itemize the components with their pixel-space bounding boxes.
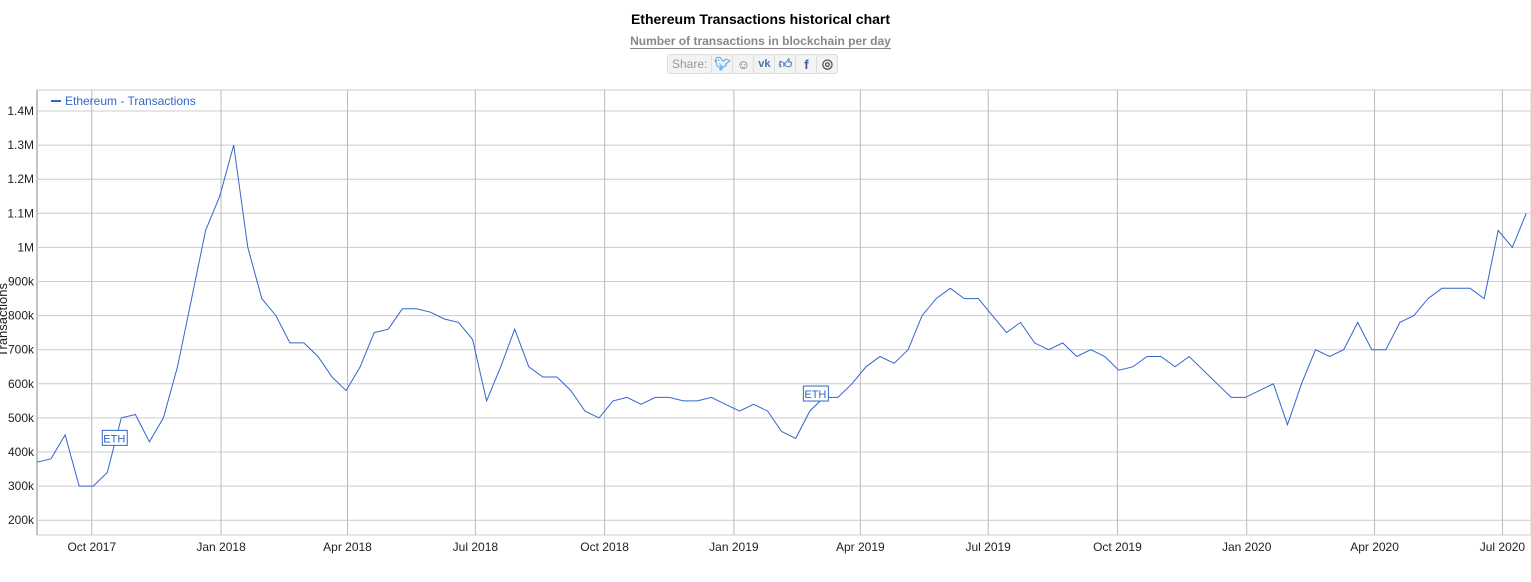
- chart-title: Ethereum Transactions historical chart: [630, 11, 891, 27]
- x-tick-label: Jan 2020: [1222, 540, 1272, 554]
- y-tick-label: 1.3M: [7, 138, 34, 152]
- y-tick-label: 1.1M: [7, 206, 34, 220]
- x-tick-label: Oct 2018: [580, 540, 629, 554]
- annotation-box: [802, 385, 829, 402]
- share-label: Share:: [672, 57, 708, 71]
- y-tick-label: 200k: [8, 513, 35, 527]
- weibo-icon[interactable]: ◎: [816, 55, 837, 73]
- y-axis-label: Transactions: [0, 283, 10, 357]
- subtitle-link[interactable]: Number of transactions in blockchain per…: [630, 34, 891, 49]
- legend-label[interactable]: Ethereum - Transactions: [65, 94, 196, 108]
- x-tick-label: Jul 2019: [965, 540, 1011, 554]
- reddit-icon[interactable]: ☺: [732, 55, 753, 73]
- y-tick-label: 400k: [8, 445, 35, 459]
- series-line-ethereum-transactions: [36, 144, 1527, 487]
- x-tick-label: Jul 2018: [453, 540, 499, 554]
- eth-annotation-flag[interactable]: ETH: [101, 429, 128, 446]
- eth-annotation-flag[interactable]: ETH: [802, 385, 829, 402]
- x-tick-label: Jul 2020: [1480, 540, 1526, 554]
- y-tick-label: 1M: [17, 240, 34, 254]
- share-bar: Share: 🐦︎ ☺ vk 👍︎ f ◎: [667, 54, 839, 74]
- y-tick-label: 800k: [8, 309, 35, 323]
- y-tick-label: 1.4M: [7, 104, 34, 118]
- x-tick-label: Oct 2019: [1093, 540, 1142, 554]
- annotation-label: ETH: [804, 389, 826, 401]
- legend[interactable]: Ethereum - Transactions: [51, 94, 196, 108]
- x-tick-label: Oct 2017: [67, 540, 116, 554]
- twitter-icon[interactable]: 🐦︎: [711, 55, 732, 73]
- chart-subtitle[interactable]: Number of transactions in blockchain per…: [0, 34, 1521, 49]
- y-tick-label: 1.2M: [7, 172, 34, 186]
- y-tick-label: 900k: [8, 275, 35, 289]
- facebook-icon[interactable]: f: [795, 55, 816, 73]
- x-tick-label: Jan 2019: [709, 540, 759, 554]
- x-tick-label: Apr 2020: [1350, 540, 1399, 554]
- x-tick-label: Jan 2018: [196, 540, 246, 554]
- y-tick-label: 600k: [8, 377, 35, 391]
- vk-icon[interactable]: vk: [753, 55, 774, 73]
- annotation-box: [101, 429, 128, 446]
- y-tick-label: 700k: [8, 343, 35, 357]
- x-tick-label: Apr 2019: [836, 540, 885, 554]
- annotation-label: ETH: [103, 433, 125, 445]
- plot-area: [36, 89, 1531, 536]
- like-icon[interactable]: 👍︎: [774, 55, 795, 73]
- x-tick-label: Apr 2018: [323, 540, 372, 554]
- y-tick-label: 300k: [8, 479, 35, 493]
- y-tick-label: 500k: [8, 411, 35, 425]
